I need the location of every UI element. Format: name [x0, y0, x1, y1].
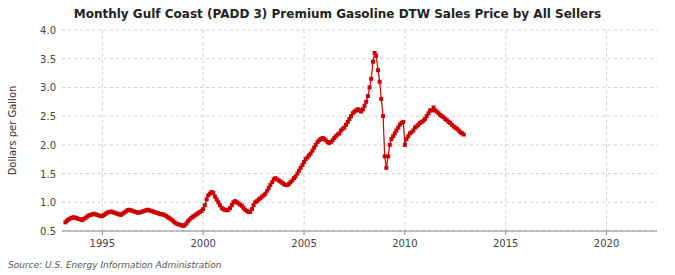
marker — [371, 60, 375, 64]
marker — [211, 191, 215, 195]
y-tick-label: 1.5 — [40, 169, 56, 180]
marker — [462, 133, 466, 137]
marker — [379, 97, 383, 101]
x-tick — [102, 231, 103, 235]
x-grid-line — [203, 30, 204, 231]
marker — [250, 207, 254, 211]
x-tick — [304, 231, 305, 235]
x-grid-line — [606, 30, 607, 231]
x-axis-line — [62, 231, 657, 232]
marker — [368, 85, 372, 89]
title: Monthly Gulf Coast (PADD 3) Premium Gaso… — [74, 7, 602, 21]
marker — [364, 100, 368, 104]
marker — [383, 154, 387, 158]
x-tick-label: 1995 — [90, 238, 115, 249]
x-tick — [404, 231, 405, 235]
x-tick-label: 2015 — [493, 238, 518, 249]
data — [63, 51, 465, 228]
x-grid-line — [505, 30, 506, 231]
y-grid-line — [62, 173, 657, 174]
marker — [381, 114, 385, 118]
marker — [363, 104, 367, 108]
marker — [205, 197, 209, 201]
marker — [369, 77, 373, 81]
source-note: Source: U.S. Energy Information Administ… — [8, 260, 222, 270]
marker — [384, 166, 388, 170]
marker — [374, 54, 378, 58]
marker — [361, 107, 365, 111]
axes: 0.5 1.0 1.5 2.0 2.5 3.0 3.5 4.0 1995 2000 2005 2010… — [40, 25, 657, 249]
y-tick-label: 2.0 — [40, 140, 56, 151]
background — [0, 0, 675, 275]
y-grid-line — [62, 144, 657, 145]
marker — [378, 80, 382, 84]
line — [65, 53, 463, 226]
y-tick-label: 4.0 — [40, 25, 56, 36]
y-tick-label: 0.5 — [40, 226, 56, 237]
marker — [386, 154, 390, 158]
y-grid-line — [62, 30, 657, 31]
x-tick — [606, 231, 607, 235]
x-tick — [203, 231, 204, 235]
x-grid-line — [102, 30, 103, 231]
y-axis-label: Dollars per Gallon — [7, 86, 18, 176]
marker — [203, 203, 207, 207]
y-tick-label: 3.5 — [40, 54, 56, 65]
x-tick-label: 2005 — [291, 238, 316, 249]
y-grid-line — [62, 116, 657, 117]
marker — [401, 120, 405, 124]
marker — [388, 143, 392, 147]
x-grid-line — [304, 30, 305, 231]
marker — [366, 94, 370, 98]
y-grid-line — [62, 58, 657, 59]
chart: Monthly Gulf Coast (PADD 3) Premium Gaso… — [0, 0, 675, 275]
x-tick — [505, 231, 506, 235]
x-tick-label: 2020 — [594, 238, 619, 249]
y-grid-line — [62, 87, 657, 88]
y-tick-label: 1.0 — [40, 197, 56, 208]
x-grid-line — [404, 30, 405, 231]
marker — [376, 68, 380, 72]
y-tick-label: 2.5 — [40, 111, 56, 122]
y-grid-line — [62, 202, 657, 203]
y-tick-label: 3.0 — [40, 82, 56, 93]
marker — [403, 143, 407, 147]
x-tick-label: 2010 — [392, 238, 417, 249]
grid — [62, 30, 657, 231]
x-tick-label: 2000 — [190, 238, 215, 249]
marker — [201, 207, 205, 211]
y-grid-line — [62, 231, 657, 232]
